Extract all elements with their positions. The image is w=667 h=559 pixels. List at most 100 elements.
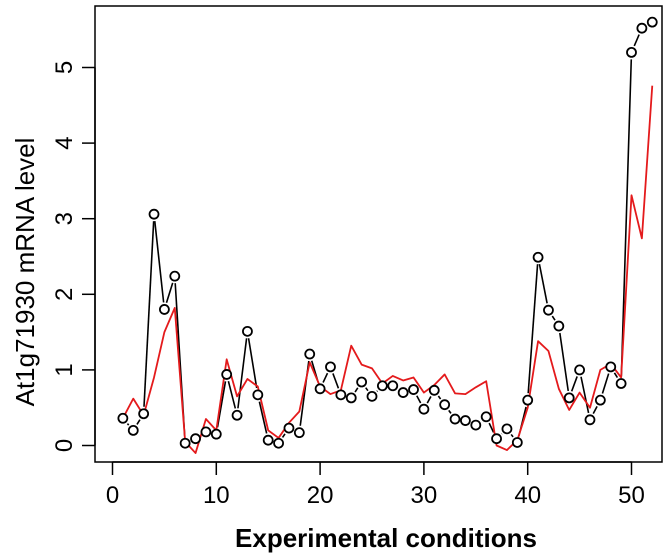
black-series-segment [237,338,248,409]
data-point [127,424,139,436]
black-series-segment [365,387,369,392]
black-series-segment [227,381,237,409]
black-series-segment [216,381,227,428]
data-point [345,392,357,404]
data-point [210,428,222,440]
data-point [626,46,637,58]
black-series-segment [165,282,174,303]
data-point [501,423,513,435]
data-point [252,389,264,401]
data-point [605,361,617,373]
data-point [532,251,544,263]
data-point [231,409,243,421]
black-series-segment [448,409,452,414]
data-point [169,270,181,282]
y-tick-label: 0 [51,439,78,452]
black-series-segment [601,373,610,394]
data-point [304,348,316,360]
data-point [491,433,502,445]
x-axis-title: Experimental conditions [235,523,537,553]
data-point [584,414,596,426]
y-tick-label: 2 [51,288,78,301]
black-series-segment [322,372,329,383]
plot-frame [94,5,663,463]
data-point [553,320,565,332]
data-point [543,304,554,316]
data-point [158,304,170,315]
black-series-segment [570,376,578,392]
data-point [636,22,648,34]
data-point [356,376,368,388]
x-tick-label: 10 [203,482,230,509]
data-point [138,408,150,420]
data-point [594,394,606,406]
data-point [283,422,295,434]
data-point [408,384,419,395]
data-point [221,369,233,380]
black-series-segment [426,396,432,404]
black-series-segment [551,315,556,321]
data-point [522,394,534,406]
red-series-line [122,85,654,454]
data-point [376,380,388,392]
x-tick-label: 0 [106,482,119,509]
black-series-segment [354,387,359,393]
data-point [117,412,129,424]
data-point [615,378,627,389]
x-tick-label: 50 [618,482,645,509]
x-tick-label: 20 [307,482,334,509]
data-point [480,411,492,423]
data-point [366,390,378,402]
black-series-segment [437,395,442,400]
black-series-segment [527,264,539,394]
data-point [262,434,274,446]
black-series-segment [559,332,570,392]
data-point [273,437,284,449]
data-point [325,361,336,373]
black-series-segment [613,372,619,378]
data-point [563,392,575,404]
black-series-segment [376,390,379,392]
y-tick-label: 4 [51,136,78,149]
y-tick-label: 5 [51,61,78,74]
black-series-segment [633,34,640,47]
black-series-segment [247,338,258,389]
black-series-segment [538,263,548,304]
data-point [470,419,482,431]
black-series-segment [126,423,130,426]
black-series-segment [592,405,598,414]
black-series-segment [332,373,340,389]
data-point [293,427,305,439]
black-series-segment [153,221,165,303]
data-point [428,384,440,396]
data-point [439,399,451,411]
y-axis-title: At1g71930 mRNA level [10,138,40,407]
data-point [574,364,585,376]
black-series-segment [580,376,590,414]
black-series-segment [620,59,633,377]
black-series-segment [281,433,286,438]
x-tick-label: 40 [514,482,541,509]
x-tick-label: 30 [411,482,438,509]
black-series-segment [136,419,141,425]
y-tick-label: 3 [51,212,78,225]
black-series-segment [510,433,514,438]
data-point [397,387,409,398]
black-series-segment [416,395,422,404]
black-series-segment [143,221,155,407]
data-point [646,16,658,28]
data-point [335,389,347,401]
y-axis: 0 1 2 3 4 5 [51,61,96,452]
black-series-segment [488,422,495,433]
data-point [148,208,160,220]
data-point [190,433,201,445]
data-point [418,403,430,415]
black-series-segment [258,401,268,434]
data-point [314,383,326,395]
data-point [200,426,212,438]
series-layer [117,16,658,454]
data-point [242,325,253,337]
data-point [449,413,461,425]
y-tick-label: 1 [51,363,78,376]
